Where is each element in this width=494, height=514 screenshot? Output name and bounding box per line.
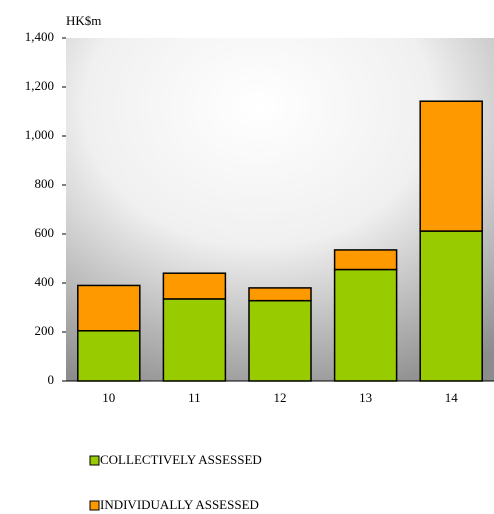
bar-segment bbox=[248, 287, 312, 302]
bar-segment bbox=[77, 284, 141, 332]
bar-segment bbox=[419, 230, 483, 382]
x-tick-label: 11 bbox=[188, 390, 201, 405]
bar-segment bbox=[162, 272, 227, 300]
x-tick-label: 14 bbox=[445, 390, 459, 405]
y-tick-label: 1,400 bbox=[25, 29, 54, 44]
x-tick-label: 10 bbox=[102, 390, 115, 405]
y-tick-label: 0 bbox=[48, 372, 55, 387]
y-tick-label: 1,200 bbox=[25, 78, 54, 93]
x-tick-label: 12 bbox=[274, 390, 287, 405]
bar-segment bbox=[77, 330, 141, 382]
y-tick-label: 800 bbox=[35, 176, 55, 191]
bar-segment bbox=[419, 100, 483, 232]
bar-segment bbox=[333, 268, 398, 382]
x-tick-label: 13 bbox=[359, 390, 372, 405]
bar-segment bbox=[248, 299, 312, 382]
bar-segment bbox=[333, 249, 398, 271]
legend-label: INDIVIDUALLY ASSESSED bbox=[100, 497, 259, 512]
legend-swatch bbox=[89, 500, 100, 511]
y-axis-label: HK$m bbox=[66, 13, 101, 28]
y-tick-label: 400 bbox=[35, 274, 55, 289]
y-tick-label: 1,000 bbox=[25, 127, 54, 142]
bar-segment bbox=[162, 298, 227, 382]
legend-label: COLLECTIVELY ASSESSED bbox=[100, 452, 262, 467]
y-tick-label: 200 bbox=[35, 323, 55, 338]
y-tick-label: 600 bbox=[35, 225, 55, 240]
legend-swatch bbox=[89, 455, 100, 466]
